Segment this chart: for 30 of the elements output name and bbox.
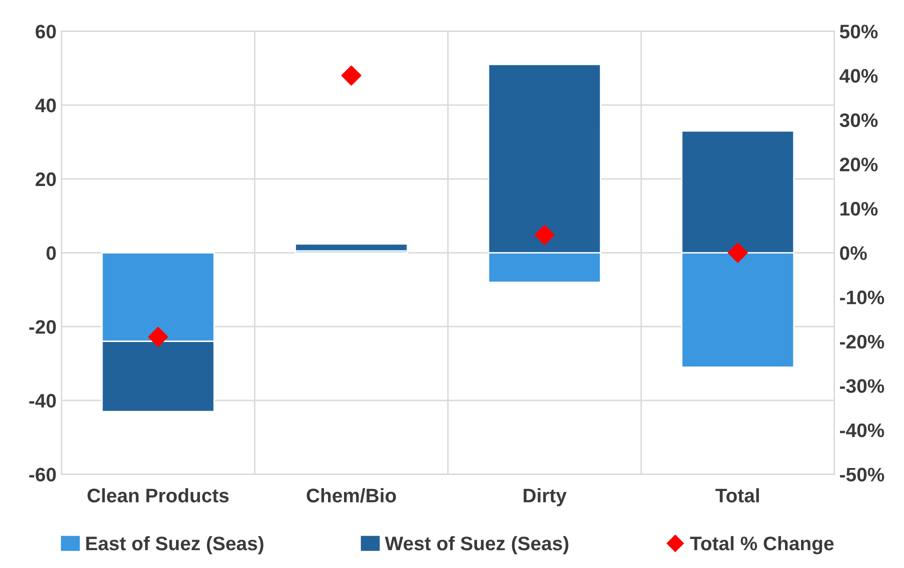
y2-tick-label: 0% <box>840 246 867 260</box>
y-tick-label: 60 <box>36 24 56 38</box>
y-tick-label: 20 <box>36 172 56 186</box>
legend-label: East of Suez (Seas) <box>86 536 264 554</box>
y2-tick-label: -20% <box>840 334 884 349</box>
point <box>341 66 362 86</box>
point <box>728 242 748 263</box>
legend-label: West of Suez (Seas) <box>384 536 568 554</box>
point <box>148 326 168 347</box>
y-tick-label: -40 <box>29 394 56 408</box>
y2-tick-label: 20% <box>840 158 878 172</box>
x-tick-label: Total <box>715 488 759 502</box>
y2-tick-label: 30% <box>840 113 878 128</box>
y2-tick-label: -30% <box>840 379 884 393</box>
bar <box>294 243 408 252</box>
legend-label: Total % Change <box>690 536 834 554</box>
y-tick-label: -20 <box>29 320 56 334</box>
y-tick-label: 0 <box>46 246 56 260</box>
y2-tick-label: -10% <box>840 290 884 304</box>
y-tick-label: -60 <box>29 468 56 482</box>
x-tick-label: Dirty <box>524 488 567 506</box>
y2-tick-label: -40% <box>840 423 884 438</box>
y2-tick-label: -50% <box>840 468 884 482</box>
x-tick-label: Clean Products <box>88 488 229 502</box>
y2-tick-label: 50% <box>840 24 878 38</box>
y2-tick-label: 40% <box>840 69 878 83</box>
y2-tick-label: 10% <box>840 202 878 216</box>
point <box>534 225 555 246</box>
y-tick-label: 40 <box>35 98 56 112</box>
x-tick-label: Chem/Bio <box>306 488 396 503</box>
